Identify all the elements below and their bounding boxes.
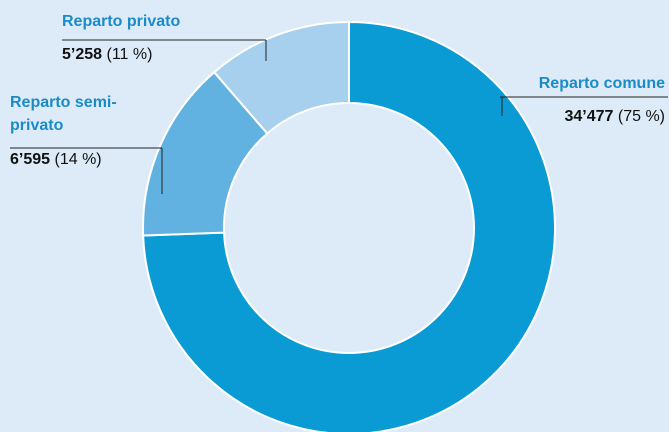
value-row: 34’477 (75 %)	[539, 105, 665, 128]
donut-slice	[212, 20, 350, 135]
percent-label: (11 %)	[106, 46, 153, 63]
slice-label: Reparto semi-privato 6’595 (14 %)	[10, 91, 150, 171]
value-row: 5’258 (11 %)	[62, 43, 282, 66]
count-label: 5’258	[62, 46, 103, 63]
slice-label: Reparto privato 5’258 (11 %)	[62, 10, 282, 66]
donut-slice	[142, 20, 556, 432]
category-name: Reparto privato	[62, 13, 181, 30]
percent-label: (14 %)	[54, 151, 102, 168]
count-label: 6’595	[10, 151, 51, 168]
slice-label: Reparto comune 34’477 (75 %)	[539, 72, 665, 128]
category-name: Reparto comune	[538, 75, 665, 92]
value-row: 6’595 (14 %)	[10, 148, 150, 171]
category-name: Reparto semi-privato	[10, 94, 117, 134]
count-label: 34’477	[564, 108, 614, 125]
percent-label: (75 %)	[617, 108, 665, 125]
